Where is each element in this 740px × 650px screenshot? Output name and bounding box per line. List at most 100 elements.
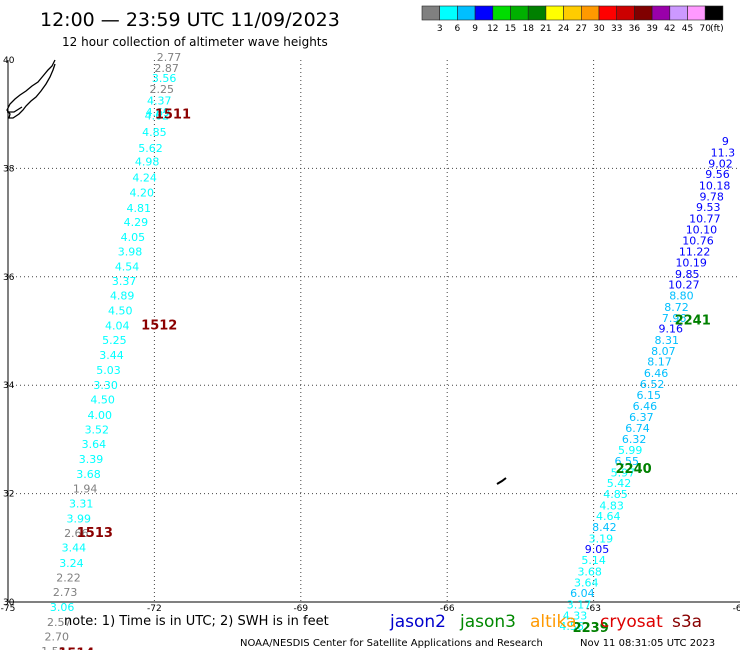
colorbar-swatch — [616, 5, 635, 21]
legend-jason3: jason3 — [459, 612, 516, 632]
colorbar-swatch — [439, 5, 458, 21]
plot-area: -75-72-69-66-63-60303234363840 2.772.873… — [1, 51, 740, 650]
y-tick-label: 30 — [3, 598, 15, 608]
colorbar-label: 45 — [682, 24, 693, 34]
swh-value-label: 11.3 — [711, 146, 736, 159]
swh-value-label: 9.85 — [675, 268, 700, 281]
swh-value-label: 8.17 — [647, 356, 672, 369]
swh-value-label: 2.70 — [45, 630, 70, 643]
swh-value-label: 3.98 — [118, 246, 143, 259]
colorbar-swatch — [563, 5, 582, 21]
colorbar-swatch — [598, 5, 618, 21]
swh-value-label: 4.83 — [599, 499, 624, 512]
swh-value-label: 11.22 — [679, 246, 711, 259]
pass-time-label: 1511 — [155, 108, 191, 123]
tick-labels: -75 -72 -69 -66 -63 -60 30 32 34 36 38 40 — [1, 56, 740, 614]
swh-value-label: 3.17 — [567, 599, 592, 612]
x-tick-label: -72 — [147, 604, 162, 614]
swh-value-label: 10.76 — [682, 234, 714, 247]
colorbar-swatch — [704, 5, 724, 21]
swh-value-label: 5.42 — [607, 477, 632, 490]
swh-value-label: 10.10 — [686, 223, 718, 236]
chart-title: 12:00 — 23:59 UTC 11/09/2023 — [40, 9, 340, 31]
swh-value-label: 7.96 — [662, 312, 687, 325]
swh-value-label: 4.62 — [145, 110, 170, 123]
pass-time-label: 1513 — [77, 526, 113, 541]
swh-value-label: 4.56 — [559, 620, 584, 633]
chart-subtitle: 12 hour collection of altimeter wave hei… — [62, 35, 328, 49]
swh-value-label: 4.69 — [146, 106, 171, 119]
swh-value-label: 9.02 — [708, 157, 733, 170]
x-tick-label: -60 — [733, 604, 740, 614]
swh-value-label: 8.07 — [651, 345, 676, 358]
swh-value-label: 2.77 — [157, 51, 182, 64]
swh-value-label: 2.87 — [154, 62, 179, 75]
colorbar-label: 3 — [437, 24, 443, 34]
swh-value-label: 4.05 — [121, 231, 146, 244]
swh-points: 2.772.873.562.254.374.694.62 4.85 5.624.98… — [41, 51, 735, 650]
swh-value-label: 3.37 — [112, 275, 137, 288]
swh-value-label: 3.52 — [85, 423, 110, 436]
swh-value-label: 1.53 — [41, 645, 66, 650]
colorbar-label: 21 — [540, 24, 551, 34]
swh-value-label: 9.16 — [658, 323, 683, 336]
colorbar-label: 33 — [611, 24, 622, 34]
pass-labels: 1511 1512 1513 1514 2241 2240 2239 — [58, 108, 711, 650]
swh-value-label: 2.22 — [56, 571, 81, 584]
swh-value-label: 4.24 — [132, 171, 157, 184]
swh-value-label: 3.99 — [67, 512, 92, 525]
swh-value-label: 5.25 — [102, 334, 127, 347]
y-tick-label: 34 — [3, 381, 15, 391]
colorbar-label: 39 — [646, 24, 658, 34]
swh-value-label: 3.64 — [574, 576, 599, 589]
legend-s3a: s3a — [672, 612, 702, 632]
swh-value-label: 6.52 — [640, 378, 665, 391]
swh-value-label: 3.56 — [152, 72, 177, 85]
swh-value-label: 4.81 — [127, 202, 152, 215]
swh-value-label: 4.04 — [105, 319, 130, 332]
colorbar-swatch — [580, 5, 600, 21]
pass-time-label: 2241 — [675, 313, 711, 328]
colorbar-swatch — [474, 5, 494, 21]
colorbar-swatch — [510, 5, 529, 21]
colorbar-swatch — [669, 5, 688, 21]
colorbar-label: 18 — [522, 24, 534, 34]
y-tick-label: 40 — [3, 56, 15, 66]
swh-value-label: 5.99 — [618, 444, 643, 457]
swh-value-label: 4.00 — [87, 409, 112, 422]
swh-value-label: 4.37 — [147, 94, 172, 107]
swh-value-label: 9.78 — [699, 190, 724, 203]
pass-time-label: 1512 — [141, 318, 177, 333]
swh-value-label: 4.33 — [563, 609, 588, 622]
pass-time-label: 1514 — [58, 646, 94, 650]
satellite-legend: jason2 jason3 altika cryosat s3a — [389, 612, 702, 632]
swh-value-label: 9.53 — [696, 201, 721, 214]
colorbar-label: 24 — [558, 24, 570, 34]
x-tick-label: -66 — [440, 604, 455, 614]
swh-value-label: 10.18 — [699, 180, 731, 193]
pass-time-label: 2240 — [616, 462, 652, 477]
swh-value-label: 6.15 — [636, 389, 661, 402]
colorbar-label: 12 — [487, 24, 498, 34]
colorbar-swatch — [457, 5, 476, 21]
swh-value-label: 3.39 — [79, 453, 104, 466]
colorbar-swatch — [527, 5, 547, 21]
colorbar-label: 15 — [505, 24, 516, 34]
swh-value-label: 4.98 — [135, 156, 160, 169]
swh-value-label: 6.32 — [622, 433, 647, 446]
colorbar-label: 27 — [576, 24, 587, 34]
coastline-north — [6, 59, 56, 119]
swh-value-label: 10.19 — [675, 257, 707, 270]
swh-value-label: 4.50 — [90, 394, 115, 407]
swh-value-label: 3.68 — [76, 468, 101, 481]
colorbar-label: 42 — [664, 24, 675, 34]
swh-value-label: 3.06 — [50, 601, 75, 614]
colorbar-swatch — [687, 5, 706, 21]
swh-value-label: 6.37 — [629, 411, 654, 424]
swh-value-label: 5.62 — [138, 142, 163, 155]
colorbar-swatch — [492, 5, 511, 21]
colorbar-swatch — [421, 5, 441, 21]
swh-value-label: 6.04 — [570, 587, 595, 600]
x-tick-label: -69 — [293, 604, 308, 614]
